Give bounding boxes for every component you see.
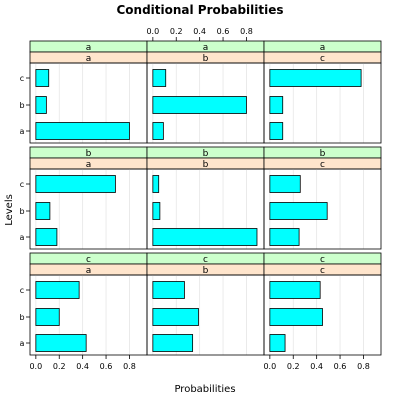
panel-b-c: bc (263, 146, 382, 250)
x-tick-label: 0.0 (263, 362, 276, 371)
bar-c (35, 281, 80, 299)
x-tick-label-top: 0.2 (170, 27, 183, 36)
bar-a (152, 334, 194, 352)
inner-strip-label: c (320, 54, 325, 64)
x-tick-label: 0.4 (310, 362, 323, 371)
x-tick-label: 0.2 (287, 362, 300, 371)
y-tick-label: a (20, 339, 25, 348)
inner-strip-label: b (203, 160, 209, 170)
y-tick-label: c (20, 180, 24, 189)
bar-b (269, 308, 323, 326)
y-tick-label: c (20, 286, 24, 295)
inner-strip-label: b (203, 266, 209, 276)
bar-a (269, 334, 286, 352)
x-tick-label: 0.8 (357, 362, 370, 371)
inner-strip-label: c (320, 160, 325, 170)
y-tick-label: a (20, 127, 25, 136)
outer-strip-label: a (203, 43, 209, 53)
outer-strip-label: c (203, 255, 208, 265)
bar-b (152, 308, 199, 326)
panel-c-c: cc (263, 252, 382, 356)
y-tick-label: b (19, 207, 24, 216)
bar-a (269, 228, 300, 246)
y-tick-label: b (19, 101, 24, 110)
x-tick-label: 0.6 (100, 362, 113, 371)
bar-a (152, 122, 164, 140)
bar-a (152, 228, 258, 246)
inner-strip-label: a (86, 54, 92, 64)
x-tick-label: 0.6 (334, 362, 347, 371)
bar-c (152, 175, 160, 193)
x-tick-label-top: 0.8 (240, 27, 253, 36)
panel-a-c: ac (263, 40, 382, 144)
x-tick-label-top: 0.4 (193, 27, 206, 36)
inner-strip-label: a (86, 160, 92, 170)
outer-strip-label: c (320, 255, 325, 265)
panel-a-b: ab (146, 40, 265, 144)
inner-strip-label: c (320, 266, 325, 276)
bar-b (152, 96, 247, 114)
outer-strip-label: b (320, 149, 326, 159)
outer-strip-label: c (86, 255, 91, 265)
y-tick-label: a (20, 233, 25, 242)
bar-c (35, 175, 116, 193)
bar-c (35, 69, 50, 87)
bar-a (269, 122, 284, 140)
outer-strip-label: a (320, 43, 326, 53)
panel-b-b: bb (146, 146, 265, 250)
panel-frame (263, 168, 382, 250)
bar-a (35, 122, 130, 140)
bar-b (35, 96, 47, 114)
bar-b (35, 308, 60, 326)
bar-b (269, 96, 284, 114)
outer-strip-label: b (203, 149, 209, 159)
bar-b (35, 202, 51, 220)
bar-c (152, 281, 185, 299)
x-tick-label: 0.2 (53, 362, 66, 371)
bar-c (152, 69, 167, 87)
y-axis-label: Levels (4, 194, 15, 226)
panel-frame (263, 274, 382, 356)
inner-strip-label: b (203, 54, 209, 64)
inner-strip-label: a (86, 266, 92, 276)
y-tick-label: c (20, 74, 24, 83)
bar-c (269, 69, 362, 87)
x-tick-label: 0.4 (76, 362, 89, 371)
panel-frame (263, 62, 382, 144)
bar-c (269, 281, 321, 299)
panel-c-b: cb (146, 252, 265, 356)
x-tick-label-top: 0.6 (217, 27, 230, 36)
bar-a (35, 334, 87, 352)
chart-title: Conditional Probabilities (116, 3, 283, 17)
outer-strip-label: a (86, 43, 92, 53)
bar-b (152, 202, 161, 220)
bar-b (269, 202, 328, 220)
x-axis-label: Probabilities (174, 384, 235, 395)
x-tick-label: 0.8 (123, 362, 136, 371)
y-tick-label: b (19, 313, 24, 322)
bar-c (269, 175, 301, 193)
outer-strip-label: b (86, 149, 92, 159)
bar-a (35, 228, 58, 246)
x-tick-label-top: 0.0 (146, 27, 159, 36)
x-tick-label: 0.0 (29, 362, 42, 371)
